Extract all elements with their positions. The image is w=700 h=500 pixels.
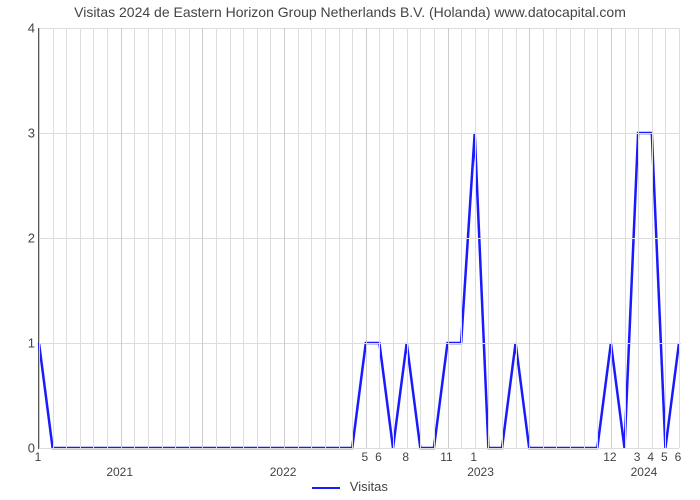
x-tick-label: 5 (661, 450, 668, 464)
x-tick-label: 8 (402, 450, 409, 464)
gridline-v (407, 28, 408, 448)
gridline-v (66, 28, 67, 448)
x-tick-label: 5 (361, 450, 368, 464)
gridline-v (448, 28, 449, 448)
gridline-v (339, 28, 340, 448)
gridline-v (202, 28, 203, 448)
gridline-v (189, 28, 190, 448)
gridline-v (475, 28, 476, 448)
x-tick-label: 6 (675, 450, 682, 464)
plot-area (38, 28, 679, 449)
x-tick-label: 2022 (270, 465, 297, 479)
gridline-v (121, 28, 122, 448)
x-tick-label: 6 (375, 450, 382, 464)
gridline-h (39, 448, 679, 449)
gridline-v (420, 28, 421, 448)
x-tick-label: 1 (470, 450, 477, 464)
y-tick-label: 3 (5, 126, 35, 141)
gridline-v (53, 28, 54, 448)
gridline-v (134, 28, 135, 448)
gridline-v (502, 28, 503, 448)
y-tick-label: 1 (5, 336, 35, 351)
gridline-v (543, 28, 544, 448)
gridline-v (107, 28, 108, 448)
gridline-v (379, 28, 380, 448)
gridline-v (366, 28, 367, 448)
gridline-v (80, 28, 81, 448)
gridline-v (597, 28, 598, 448)
x-tick-label: 4 (647, 450, 654, 464)
gridline-v (352, 28, 353, 448)
legend-swatch (312, 487, 340, 489)
gridline-v (516, 28, 517, 448)
legend-label: Visitas (350, 479, 388, 494)
gridline-v (93, 28, 94, 448)
gridline-v (556, 28, 557, 448)
gridline-v (216, 28, 217, 448)
gridline-v (257, 28, 258, 448)
gridline-v (270, 28, 271, 448)
gridline-v (298, 28, 299, 448)
gridline-v (652, 28, 653, 448)
gridline-v (461, 28, 462, 448)
gridline-v (584, 28, 585, 448)
gridline-v (311, 28, 312, 448)
x-tick-label: 2021 (106, 465, 133, 479)
gridline-v (570, 28, 571, 448)
y-tick-label: 0 (5, 441, 35, 456)
x-tick-label: 2023 (467, 465, 494, 479)
gridline-v (325, 28, 326, 448)
gridline-v (434, 28, 435, 448)
gridline-v (488, 28, 489, 448)
gridline-v (175, 28, 176, 448)
gridline-v (611, 28, 612, 448)
chart-legend: Visitas (0, 479, 700, 494)
x-tick-label: 2024 (631, 465, 658, 479)
gridline-v (665, 28, 666, 448)
gridline-v (243, 28, 244, 448)
visits-chart: Visitas 2024 de Eastern Horizon Group Ne… (0, 0, 700, 500)
gridline-v (39, 28, 40, 448)
gridline-v (625, 28, 626, 448)
y-tick-label: 2 (5, 231, 35, 246)
gridline-v (679, 28, 680, 448)
gridline-v (230, 28, 231, 448)
x-tick-label: 11 (440, 450, 452, 464)
x-tick-label: 12 (603, 450, 616, 464)
gridline-v (162, 28, 163, 448)
gridline-v (638, 28, 639, 448)
gridline-v (284, 28, 285, 448)
gridline-v (393, 28, 394, 448)
x-tick-label: 1 (35, 450, 42, 464)
x-tick-label: 3 (634, 450, 641, 464)
gridline-v (529, 28, 530, 448)
chart-title: Visitas 2024 de Eastern Horizon Group Ne… (0, 4, 700, 20)
gridline-v (148, 28, 149, 448)
y-tick-label: 4 (5, 21, 35, 36)
